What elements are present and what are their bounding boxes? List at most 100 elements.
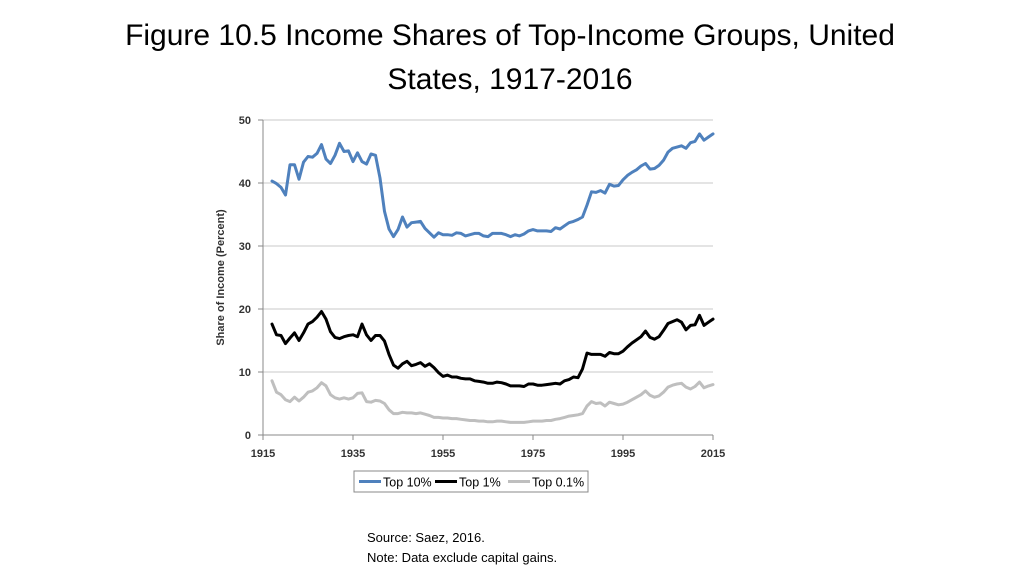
data-point <box>495 380 499 384</box>
data-point <box>473 232 476 235</box>
data-point <box>392 235 395 238</box>
data-point <box>500 381 503 384</box>
data-point <box>486 420 490 423</box>
data-point <box>383 339 386 343</box>
data-point <box>419 220 422 223</box>
data-point <box>405 411 409 415</box>
data-point <box>333 154 337 157</box>
y-tick-label: 40 <box>239 178 251 190</box>
slide-title-line-2: States, 1917-2016 <box>387 63 633 96</box>
data-point <box>626 401 629 404</box>
data-point <box>365 400 368 403</box>
series-line-top-10- <box>270 132 715 239</box>
data-point <box>513 421 517 424</box>
data-point <box>464 418 467 422</box>
data-point <box>275 182 278 185</box>
data-point <box>284 342 287 345</box>
data-point <box>590 400 593 403</box>
legend-box <box>353 470 589 493</box>
data-point <box>563 416 566 419</box>
data-point <box>414 220 418 224</box>
legend-label: Top 10% <box>383 476 432 490</box>
data-point <box>617 184 620 187</box>
data-point <box>531 382 535 386</box>
data-point <box>360 391 364 394</box>
data-point <box>486 235 490 238</box>
data-point <box>432 236 436 239</box>
data-point <box>603 191 607 195</box>
data-point <box>531 419 535 423</box>
data-point <box>365 162 368 166</box>
data-point <box>608 351 611 354</box>
data-point <box>446 233 449 236</box>
data-point <box>455 417 458 420</box>
data-point <box>554 226 557 229</box>
data-point <box>428 362 431 365</box>
data-point <box>491 420 494 423</box>
data-point <box>522 421 526 424</box>
data-point <box>320 143 323 146</box>
data-point <box>324 384 328 388</box>
data-point <box>387 408 391 411</box>
data-point <box>693 385 697 388</box>
slide-title-line-1: Figure 10.5 Income Shares of Top-Income … <box>125 19 895 52</box>
data-point <box>635 168 638 171</box>
data-point <box>284 193 287 197</box>
data-point <box>545 383 548 386</box>
data-point <box>500 232 503 235</box>
data-point <box>693 323 697 326</box>
x-tick-label: 1975 <box>521 448 545 460</box>
data-point <box>671 147 674 150</box>
data-point <box>549 382 553 386</box>
data-point <box>653 396 656 399</box>
data-point <box>644 329 647 333</box>
data-point <box>482 380 485 384</box>
data-point <box>347 334 350 337</box>
data-point <box>558 382 562 386</box>
data-point <box>545 229 548 233</box>
data-point <box>284 398 287 401</box>
data-point <box>369 401 373 404</box>
data-point <box>662 391 665 394</box>
data-point <box>320 310 323 313</box>
data-point <box>680 321 683 324</box>
data-point <box>378 334 382 337</box>
data-point <box>392 363 395 367</box>
data-point <box>671 320 674 323</box>
data-point <box>351 396 355 399</box>
data-point <box>302 161 305 164</box>
data-point <box>423 365 427 368</box>
data-point <box>455 231 458 234</box>
data-point <box>293 163 296 166</box>
data-point <box>419 361 422 364</box>
data-point <box>315 316 319 319</box>
data-point <box>648 336 652 339</box>
data-point <box>527 229 530 233</box>
x-tick-label: 1915 <box>251 448 275 460</box>
data-point <box>563 379 566 382</box>
data-point <box>270 379 274 382</box>
data-point <box>279 186 283 189</box>
data-point <box>630 341 634 345</box>
data-point <box>657 394 661 398</box>
data-point <box>536 419 539 423</box>
data-point <box>612 184 616 188</box>
data-point <box>428 414 431 417</box>
data-point <box>698 314 701 317</box>
data-point <box>675 145 679 149</box>
data-point <box>626 345 629 348</box>
data-point <box>329 162 332 165</box>
data-point <box>576 413 580 416</box>
data-point <box>707 135 710 139</box>
data-point <box>419 411 422 415</box>
data-point <box>603 404 607 408</box>
data-point <box>446 416 449 420</box>
data-point <box>396 228 400 231</box>
data-point <box>338 142 341 145</box>
data-point <box>522 385 526 388</box>
data-point <box>347 149 350 153</box>
x-tick-label: 1935 <box>341 448 365 460</box>
data-point <box>653 167 656 170</box>
data-point <box>540 384 544 387</box>
